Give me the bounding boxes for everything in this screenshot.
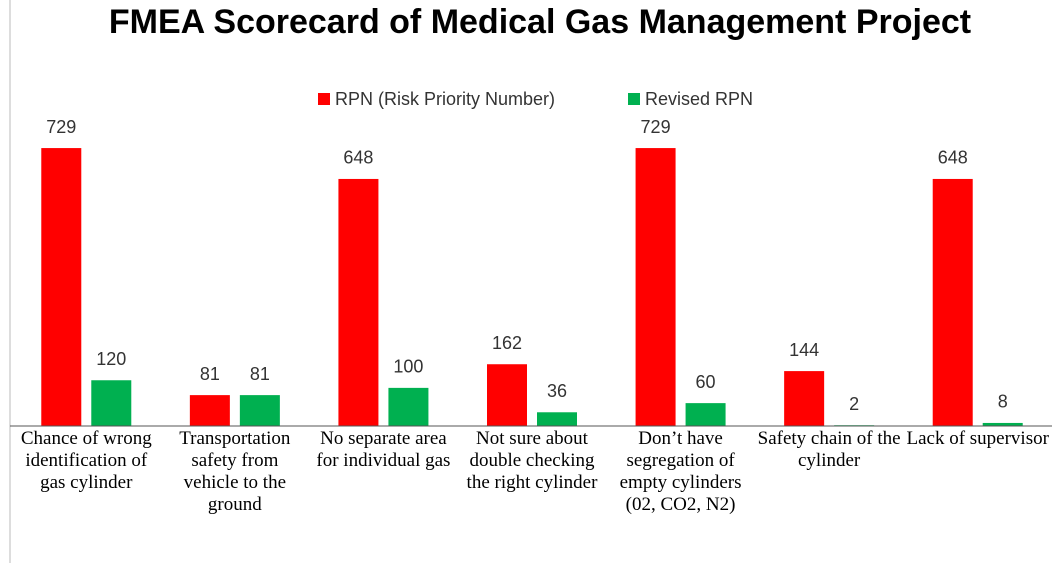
data-label: 144 [789, 340, 819, 360]
x-tick-label: No separate area for individual gas [316, 428, 451, 471]
data-label: 648 [938, 148, 968, 168]
bar [982, 422, 1023, 426]
bar [338, 178, 379, 426]
bar [487, 364, 527, 426]
legend-label: RPN (Risk Priority Number) [335, 89, 555, 109]
data-label: 81 [250, 364, 270, 384]
bar [932, 178, 973, 426]
bar [784, 371, 825, 426]
bar [388, 387, 429, 426]
data-label: 162 [492, 333, 522, 353]
x-tick-label: Not sure about double checking the right… [466, 428, 598, 493]
bar [41, 148, 82, 426]
data-label: 100 [393, 357, 423, 377]
x-tick-label: Transportation safety from vehicle to th… [179, 428, 291, 515]
bar [635, 148, 676, 426]
bar [189, 395, 230, 426]
data-label: 120 [96, 349, 126, 369]
data-label: 729 [641, 117, 671, 137]
chart-title: FMEA Scorecard of Medical Gas Management… [108, 3, 972, 41]
x-tick-label: Lack of supervisor [906, 428, 1049, 449]
x-tick-label: Chance of wrong identification of gas cy… [20, 428, 152, 493]
bar [537, 412, 577, 426]
data-label: 81 [200, 364, 220, 384]
bar [91, 380, 132, 426]
legend-label: Revised RPN [645, 89, 753, 109]
data-label: 36 [547, 381, 567, 401]
data-label: 2 [849, 394, 859, 414]
legend-swatch [318, 93, 330, 105]
data-label: 60 [696, 372, 716, 392]
bar [239, 395, 280, 426]
data-label: 648 [343, 148, 373, 168]
data-label: 729 [46, 117, 76, 137]
x-tick-label: Don’t have segregation of empty cylinder… [619, 428, 742, 515]
legend-swatch [628, 93, 640, 105]
x-tick-label: Safety chain of the cylinder [757, 428, 901, 471]
data-label: 8 [998, 392, 1008, 412]
bar [685, 403, 726, 426]
